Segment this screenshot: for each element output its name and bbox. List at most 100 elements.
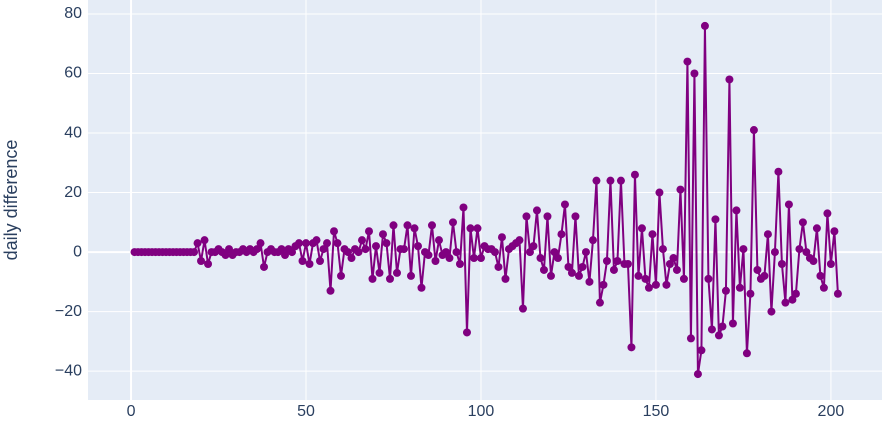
data-point [333, 239, 342, 248]
data-point [760, 271, 769, 280]
data-point [774, 167, 783, 176]
data-point [809, 257, 818, 266]
data-point [686, 334, 695, 343]
data-point [371, 242, 380, 251]
data-point [578, 262, 587, 271]
data-point [445, 254, 454, 263]
data-point [200, 236, 209, 245]
data-point [497, 233, 506, 242]
data-point [532, 206, 541, 215]
data-point [536, 254, 545, 263]
data-point [574, 271, 583, 280]
data-point [613, 257, 622, 266]
data-point [669, 254, 678, 263]
data-point [361, 245, 370, 254]
x-tick-label: 50 [297, 403, 315, 420]
data-point [679, 274, 688, 283]
data-point [641, 274, 650, 283]
data-point [319, 245, 328, 254]
x-tick-label: 100 [468, 403, 495, 420]
data-point [326, 286, 335, 295]
data-point [469, 254, 478, 263]
data-point [676, 185, 685, 194]
data-point [826, 259, 835, 268]
y-tick-label: 60 [64, 65, 82, 82]
data-point [700, 21, 709, 30]
data-point [693, 370, 702, 379]
data-point [462, 328, 471, 337]
data-point [637, 224, 646, 233]
data-point [788, 295, 797, 304]
data-point [305, 259, 314, 268]
data-point [819, 283, 828, 292]
data-point [431, 257, 440, 266]
y-tick-label: 0 [73, 243, 82, 260]
data-point [564, 262, 573, 271]
data-point [672, 265, 681, 274]
data-point [539, 265, 548, 274]
data-point [784, 200, 793, 209]
data-point [560, 200, 569, 209]
data-point [529, 242, 538, 251]
data-point [364, 227, 373, 236]
data-point [602, 257, 611, 266]
data-point [644, 283, 653, 292]
data-point [630, 170, 639, 179]
data-point [550, 248, 559, 257]
data-point [277, 245, 286, 254]
data-point [357, 236, 366, 245]
data-point [302, 239, 311, 248]
data-point [434, 236, 443, 245]
data-point [221, 251, 230, 260]
data-point [606, 176, 615, 185]
data-point [634, 271, 643, 280]
data-point [312, 236, 321, 245]
data-point [718, 322, 727, 331]
data-point [742, 349, 751, 358]
data-point [616, 176, 625, 185]
data-point [368, 274, 377, 283]
data-point [501, 274, 510, 283]
data-point [298, 257, 307, 266]
data-point [316, 257, 325, 266]
data-point [323, 239, 332, 248]
plot-area [88, 0, 882, 400]
data-point [732, 206, 741, 215]
x-tick-label: 0 [127, 403, 136, 420]
y-tick-label: 80 [64, 5, 82, 22]
data-point [197, 257, 206, 266]
data-point [424, 251, 433, 260]
data-point [543, 212, 552, 221]
data-point [655, 188, 664, 197]
data-point [623, 259, 632, 268]
data-point [763, 230, 772, 239]
data-point [546, 271, 555, 280]
data-point [403, 221, 412, 230]
data-point [662, 280, 671, 289]
data-point [490, 248, 499, 257]
data-point [518, 304, 527, 313]
data-point [592, 176, 601, 185]
data-point [427, 221, 436, 230]
data-point [204, 259, 213, 268]
data-point [798, 218, 807, 227]
data-point [452, 248, 461, 257]
data-point [225, 245, 234, 254]
data-point [473, 224, 482, 233]
data-point [459, 203, 468, 212]
data-point [749, 126, 758, 135]
data-point [455, 259, 464, 268]
data-point [581, 248, 590, 257]
data-point [466, 224, 475, 233]
data-point [553, 254, 562, 263]
data-point [599, 280, 608, 289]
data-point [330, 227, 339, 236]
data-point [382, 239, 391, 248]
data-point [295, 239, 304, 248]
data-point [256, 239, 265, 248]
data-point [525, 248, 534, 257]
data-point [746, 289, 755, 298]
data-point [260, 262, 269, 271]
data-point [399, 245, 408, 254]
data-point [193, 239, 202, 248]
